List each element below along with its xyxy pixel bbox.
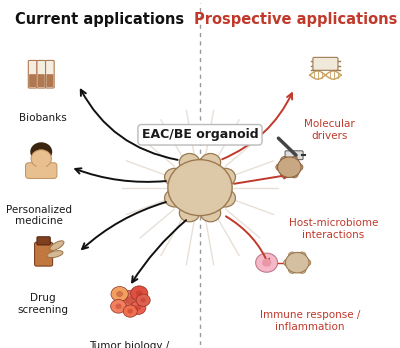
Circle shape	[140, 298, 146, 303]
Circle shape	[288, 267, 296, 273]
Circle shape	[215, 189, 236, 207]
Text: Biobanks: Biobanks	[19, 113, 67, 122]
Circle shape	[288, 252, 296, 259]
Circle shape	[111, 300, 126, 313]
FancyBboxPatch shape	[285, 151, 303, 160]
Text: Prospective applications: Prospective applications	[194, 12, 398, 27]
Circle shape	[116, 291, 123, 297]
Circle shape	[123, 305, 137, 317]
Text: Host-microbiome
interactions: Host-microbiome interactions	[288, 218, 378, 240]
FancyBboxPatch shape	[34, 242, 53, 266]
FancyBboxPatch shape	[313, 57, 338, 70]
Circle shape	[200, 204, 221, 222]
Circle shape	[136, 294, 150, 306]
Circle shape	[136, 290, 143, 296]
Circle shape	[303, 259, 311, 266]
Circle shape	[30, 142, 52, 161]
Circle shape	[281, 171, 288, 178]
Circle shape	[164, 168, 185, 186]
Ellipse shape	[50, 241, 64, 251]
Text: Molecular
drivers: Molecular drivers	[304, 119, 355, 141]
FancyBboxPatch shape	[38, 74, 45, 87]
Circle shape	[298, 267, 306, 273]
Text: Tumor biology /
heterogeneity: Tumor biology / heterogeneity	[89, 341, 170, 348]
Circle shape	[290, 171, 298, 178]
Circle shape	[284, 259, 292, 266]
FancyBboxPatch shape	[28, 61, 37, 88]
Circle shape	[256, 253, 278, 272]
Circle shape	[118, 291, 140, 310]
Text: EAC/BE organoid: EAC/BE organoid	[142, 128, 258, 141]
Text: Immune response /
inflammation: Immune response / inflammation	[260, 310, 360, 332]
Circle shape	[200, 153, 221, 171]
Circle shape	[128, 309, 133, 314]
FancyBboxPatch shape	[46, 61, 54, 88]
FancyBboxPatch shape	[36, 160, 46, 169]
FancyBboxPatch shape	[29, 74, 36, 87]
FancyBboxPatch shape	[37, 237, 50, 245]
Ellipse shape	[47, 251, 63, 258]
Circle shape	[130, 301, 146, 315]
Circle shape	[278, 157, 301, 177]
Circle shape	[290, 157, 298, 163]
Text: Drug
screening: Drug screening	[18, 293, 69, 315]
Text: Current applications: Current applications	[16, 12, 185, 27]
Circle shape	[262, 259, 271, 267]
FancyBboxPatch shape	[46, 74, 53, 87]
Circle shape	[298, 252, 306, 259]
Circle shape	[215, 168, 236, 186]
FancyBboxPatch shape	[37, 61, 46, 88]
Circle shape	[31, 150, 52, 167]
Circle shape	[179, 153, 200, 171]
Circle shape	[276, 164, 284, 171]
Text: Personalized
medicine: Personalized medicine	[6, 205, 72, 226]
FancyBboxPatch shape	[26, 163, 57, 179]
Circle shape	[286, 252, 309, 273]
Circle shape	[295, 164, 303, 171]
Circle shape	[164, 189, 185, 207]
Circle shape	[135, 305, 141, 310]
Circle shape	[168, 160, 232, 216]
Circle shape	[115, 303, 122, 309]
Circle shape	[281, 157, 288, 163]
Circle shape	[111, 286, 128, 302]
Circle shape	[125, 296, 134, 304]
Circle shape	[179, 204, 200, 222]
Circle shape	[131, 286, 148, 301]
